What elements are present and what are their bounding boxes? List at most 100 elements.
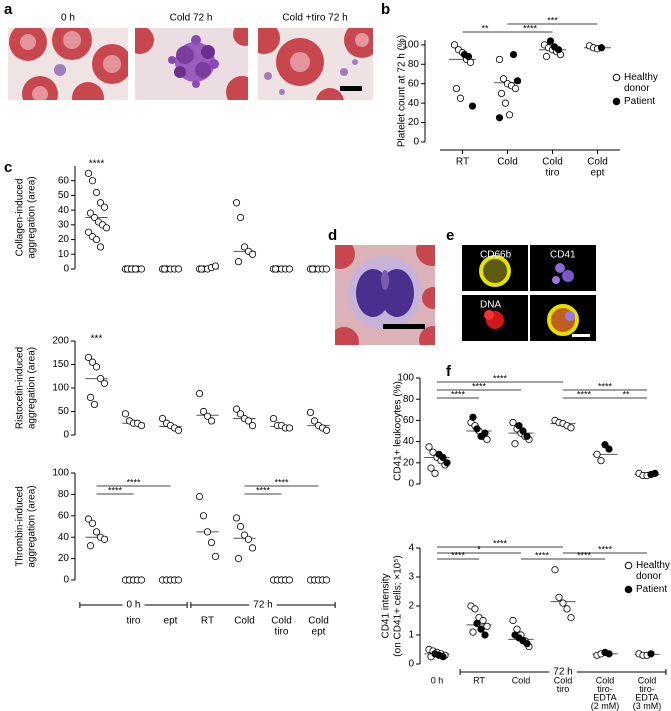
data-point bbox=[509, 418, 517, 427]
y-tick-label: 40 bbox=[58, 205, 70, 216]
x-tick-label: tiro bbox=[127, 616, 141, 627]
data-point bbox=[515, 422, 523, 430]
data-point bbox=[499, 75, 508, 83]
data-point bbox=[605, 445, 613, 453]
x-tick-label: tiro- bbox=[639, 684, 655, 694]
y-tick-label: 100 bbox=[402, 39, 419, 50]
y-tick-label: 100 bbox=[397, 373, 414, 384]
micrograph bbox=[258, 28, 373, 100]
y-tick-label: 0 bbox=[408, 659, 414, 670]
x-tick-label: tiro bbox=[275, 627, 289, 638]
data-point bbox=[597, 44, 606, 52]
panel-letter: a bbox=[4, 1, 13, 18]
data-point bbox=[450, 41, 459, 49]
data-point bbox=[232, 514, 241, 522]
significance-label: **** bbox=[493, 538, 508, 548]
data-point bbox=[234, 258, 243, 266]
y-tick-label: 2 bbox=[408, 601, 414, 612]
data-point bbox=[519, 427, 527, 435]
legend-label: Patient bbox=[624, 96, 656, 107]
data-point bbox=[271, 265, 280, 273]
data-point bbox=[468, 102, 477, 110]
legend-symbol bbox=[612, 73, 621, 82]
data-point bbox=[88, 358, 97, 366]
data-point bbox=[131, 265, 140, 273]
data-point bbox=[555, 593, 563, 601]
y-tick-label: 60 bbox=[408, 78, 420, 89]
data-point bbox=[501, 99, 510, 107]
data-point bbox=[207, 417, 216, 425]
x-tick-label: Cold bbox=[308, 616, 329, 627]
data-point bbox=[443, 459, 451, 467]
y-tick-label: 0 bbox=[408, 479, 414, 490]
data-point bbox=[86, 393, 95, 401]
y-axis-label: aggregation (area) bbox=[27, 347, 38, 429]
data-point bbox=[137, 421, 146, 430]
y-tick-label: 10 bbox=[58, 249, 70, 260]
y-tick-label: 20 bbox=[408, 117, 420, 128]
data-point bbox=[195, 390, 204, 398]
data-point bbox=[86, 209, 95, 217]
y-tick-label: 30 bbox=[58, 219, 70, 230]
data-point bbox=[285, 265, 294, 273]
legend-label: Patient bbox=[636, 584, 668, 595]
y-tick-label: 3 bbox=[408, 572, 414, 583]
legend-marker bbox=[612, 97, 621, 106]
significance-label: **** bbox=[472, 381, 487, 391]
data-point bbox=[84, 353, 93, 362]
data-point bbox=[308, 265, 317, 273]
channel-label: DNA bbox=[480, 300, 501, 311]
data-point bbox=[425, 443, 433, 451]
legend-marker bbox=[624, 585, 633, 594]
significance-label: **** bbox=[256, 485, 271, 495]
data-point bbox=[439, 653, 447, 661]
y-tick-label: 20 bbox=[58, 234, 70, 245]
significance-label: **** bbox=[535, 550, 550, 560]
data-point bbox=[199, 407, 208, 416]
micrograph bbox=[8, 28, 128, 100]
y-tick-label: 4 bbox=[408, 543, 414, 554]
legend-marker bbox=[624, 561, 633, 570]
significance-label: **** bbox=[451, 389, 466, 399]
data-point bbox=[174, 265, 183, 273]
data-point bbox=[137, 265, 146, 273]
data-point bbox=[158, 414, 167, 423]
significance-label: **** bbox=[523, 23, 538, 33]
data-point bbox=[469, 628, 477, 636]
x-tick-label: RT bbox=[456, 157, 469, 168]
group-label: 0 h bbox=[127, 600, 141, 611]
significance-label: **** bbox=[493, 373, 508, 383]
y-tick-label: 20 bbox=[58, 553, 70, 564]
data-point bbox=[248, 421, 257, 430]
x-tick-label: Cold bbox=[271, 616, 292, 627]
channel-label: CD41 bbox=[550, 250, 576, 261]
group-label: 72 h bbox=[553, 667, 572, 678]
significance-label: * bbox=[477, 544, 481, 554]
data-point bbox=[92, 528, 101, 536]
significance-label: ** bbox=[481, 23, 489, 33]
y-tick-label: 60 bbox=[403, 415, 415, 426]
data-point bbox=[431, 469, 439, 477]
data-point bbox=[511, 440, 519, 448]
significance-label: **** bbox=[89, 159, 105, 170]
panel-letter: d bbox=[328, 227, 337, 244]
data-point bbox=[203, 528, 212, 536]
data-point bbox=[100, 379, 109, 387]
y-tick-label: 150 bbox=[52, 359, 69, 370]
data-point bbox=[86, 542, 95, 550]
data-point bbox=[605, 650, 613, 658]
data-point bbox=[471, 605, 479, 613]
data-point bbox=[100, 535, 109, 543]
y-tick-label: 200 bbox=[52, 336, 69, 347]
data-point bbox=[563, 605, 571, 613]
significance-label: *** bbox=[91, 334, 103, 345]
x-tick-label: Cold bbox=[497, 157, 518, 168]
x-tick-label: EDTA bbox=[593, 693, 616, 703]
data-point bbox=[477, 625, 485, 633]
y-axis-label: Thrombin-induced bbox=[15, 486, 26, 567]
data-point bbox=[100, 203, 109, 211]
data-point bbox=[509, 50, 518, 59]
data-point bbox=[495, 114, 504, 122]
y-tick-label: 100 bbox=[52, 468, 69, 479]
